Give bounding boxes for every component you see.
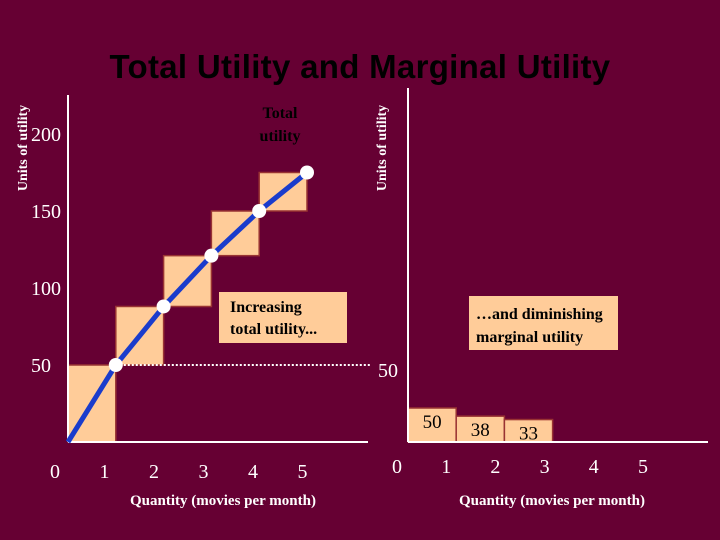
left-x-axis-label: Quantity (movies per month) bbox=[130, 493, 316, 509]
total-utility-point bbox=[204, 248, 219, 263]
left-x-tick-label: 5 bbox=[298, 461, 308, 483]
left-x-tick-label: 4 bbox=[248, 461, 258, 483]
total-utility-label-line-2: utility bbox=[260, 128, 301, 145]
right-annotation-line-2: marginal utility bbox=[476, 329, 583, 346]
right-x-tick-label: 2 bbox=[490, 456, 500, 478]
left-y-axis-label: Units of utility bbox=[16, 105, 31, 191]
total-utility-curve bbox=[65, 170, 309, 444]
slide-title: Total Utility and Marginal Utility bbox=[109, 48, 611, 85]
right-annotation-line-1: …and diminishing bbox=[476, 306, 603, 323]
right-x-tick-label: 4 bbox=[589, 456, 599, 478]
right-y-tick-label: 50 bbox=[378, 360, 398, 382]
left-y-tick-label: 50 bbox=[31, 355, 51, 377]
marginal-utility-bar-label: 38 bbox=[471, 420, 490, 441]
left-x-tick-label: 1 bbox=[100, 461, 110, 483]
marginal-utility-bar-label: 33 bbox=[519, 424, 538, 445]
right-x-axis-label: Quantity (movies per month) bbox=[459, 493, 645, 509]
left-x-tick-label: 3 bbox=[199, 461, 209, 483]
right-x-tick-label: 5 bbox=[638, 456, 648, 478]
right-x-tick-label: 0 bbox=[392, 456, 402, 478]
left-x-tick-label: 0 bbox=[50, 461, 60, 483]
total-utility-point bbox=[252, 204, 267, 218]
right-x-tick-label: 3 bbox=[540, 456, 550, 478]
marginal-utility-bar-label: 50 bbox=[423, 412, 442, 433]
left-y-tick-label: 200 bbox=[31, 124, 61, 146]
total-utility-point bbox=[108, 358, 123, 372]
left-annotation-box bbox=[219, 292, 347, 343]
total-utility-point bbox=[156, 299, 171, 314]
left-annotation-line-1: Increasing bbox=[230, 299, 302, 316]
total-utility-label-line-1: Total bbox=[263, 105, 299, 122]
left-y-tick-label: 100 bbox=[31, 278, 61, 300]
left-annotation-line-2: total utility... bbox=[230, 321, 317, 338]
left-y-tick-label: 150 bbox=[31, 201, 61, 223]
marginal-utility-bar bbox=[455, 415, 506, 443]
right-x-tick-label: 1 bbox=[441, 456, 451, 478]
right-y-axis-label: Units of utility bbox=[375, 105, 390, 191]
right-annotation-box bbox=[469, 296, 618, 350]
total-utility-point bbox=[300, 165, 314, 180]
left-x-tick-label: 2 bbox=[149, 461, 159, 483]
